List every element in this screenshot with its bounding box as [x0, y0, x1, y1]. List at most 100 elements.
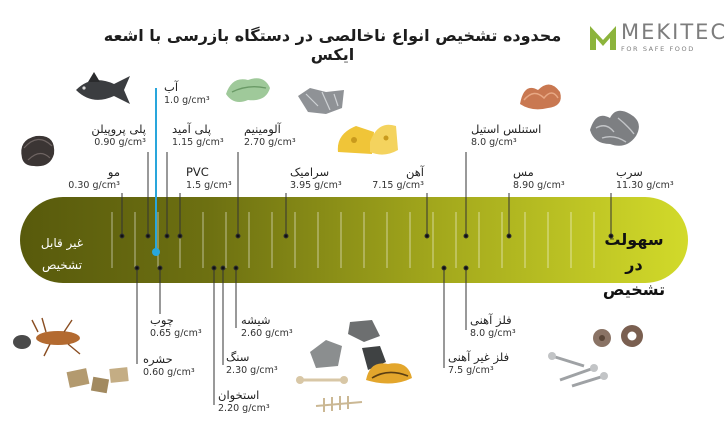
easy-detection-line-1: سهولت در [604, 230, 664, 274]
easy-detection-line-2: تشخیص [602, 280, 666, 299]
label-name: استنلس استیل [471, 122, 542, 136]
label-pvc: PVC 1.5 g/cm³ [186, 165, 242, 193]
label-name: آهن [405, 165, 424, 179]
label-density: 2.20 g/cm³ [218, 403, 270, 414]
label-density: 11.30 g/cm³ [616, 180, 674, 191]
marker-stainless [463, 233, 469, 239]
label-name: پلی پروپیلن [91, 122, 146, 136]
insects-icon [13, 317, 81, 357]
page-title: محدوده تشخیص انواع ناخالصی در دستگاه باز… [103, 26, 562, 64]
label-name: فلز آهنی [470, 313, 512, 327]
label-density: 8.0 g/cm³ [471, 137, 517, 148]
label-density: 8.0 g/cm³ [470, 328, 516, 339]
label-density: 0.30 g/cm³ [68, 180, 120, 191]
label-name: استخوان [218, 388, 260, 402]
cheese-icon [337, 124, 398, 155]
label-bone: استخوان 2.20 g/cm³ [218, 388, 278, 416]
marker-copper [506, 233, 512, 239]
undetectable-line-1: غیر قابل [40, 236, 84, 250]
marker-stone [220, 265, 226, 271]
label-name: سنگ [226, 350, 250, 364]
label-name: شیشه [241, 313, 271, 327]
label-density: 7.5 g/cm³ [448, 365, 494, 376]
label-name: فلز غیر آهنی [448, 350, 510, 364]
label-insect: حشره 0.60 g/cm³ [143, 352, 203, 380]
label-hair: مو 0.30 g/cm³ [60, 165, 120, 193]
marker-pvc [177, 233, 183, 239]
scale-grid-lines [111, 212, 595, 268]
label-aluminium: آلومینیم 2.70 g/cm³ [244, 122, 304, 150]
water-dot [152, 248, 160, 256]
lettuce-icon [226, 78, 270, 102]
label-ferrous-metal: فلز آهنی 8.0 g/cm³ [470, 313, 534, 341]
marker-wood [157, 265, 163, 271]
label-lead: سرب 11.30 g/cm³ [616, 165, 682, 193]
screws-icon [548, 352, 608, 388]
marker-polypropylene [145, 233, 151, 239]
label-ceramic: سرامیک 3.95 g/cm³ [290, 165, 354, 193]
label-iron: آهن 7.15 g/cm³ [364, 165, 424, 193]
label-name: آلومینیم [244, 122, 281, 136]
label-density: 0.90 g/cm³ [94, 137, 146, 148]
label-density: 2.30 g/cm³ [226, 365, 278, 376]
marker-hair [119, 233, 125, 239]
undetectable-line-2: تشخیص [41, 258, 83, 272]
easy-detection-label: سهولت در تشخیص [600, 227, 668, 302]
marker-nonferrous [441, 265, 447, 271]
marker-insect [134, 265, 140, 271]
label-stainless-steel: استنلس استیل 8.0 g/cm³ [471, 122, 551, 150]
water-marker [152, 88, 160, 256]
washer-icon [593, 325, 643, 347]
bone-icon [296, 376, 363, 412]
label-name: سرب [616, 165, 643, 179]
label-polyamide: پلی آمید 1.15 g/cm³ [172, 122, 234, 150]
wood-chips-icon [66, 367, 129, 394]
label-water: آب 1.0 g/cm³ [164, 80, 224, 108]
top-leaders [119, 152, 614, 239]
label-density: 2.70 g/cm³ [244, 137, 296, 148]
label-name: مو [107, 165, 120, 179]
label-name: PVC [186, 165, 209, 179]
label-stone: سنگ 2.30 g/cm³ [226, 350, 286, 378]
label-density: 1.15 g/cm³ [172, 137, 224, 148]
logo-mark-icon [590, 26, 616, 50]
bottom-leaders [134, 265, 469, 405]
label-density: 1.5 g/cm³ [186, 180, 232, 191]
label-name: حشره [143, 352, 173, 366]
marker-iron [424, 233, 430, 239]
marker-aluminium [235, 233, 241, 239]
marker-glass [233, 265, 239, 271]
label-name: پلی آمید [172, 122, 212, 136]
label-density: 3.95 g/cm³ [290, 180, 342, 191]
label-density: 7.15 g/cm³ [372, 180, 424, 191]
glass-stone-icon [310, 320, 386, 370]
marker-ceramic [283, 233, 289, 239]
hair-icon [21, 135, 55, 167]
copper-wire-icon [520, 84, 561, 110]
label-density: 1.0 g/cm³ [164, 95, 210, 106]
label-name: مس [513, 165, 534, 179]
label-density: 0.65 g/cm³ [150, 328, 202, 339]
label-glass: شیشه 2.60 g/cm³ [241, 313, 301, 341]
shell-icon [366, 363, 412, 384]
marker-lead [608, 233, 614, 239]
label-copper: مس 8.90 g/cm³ [513, 165, 573, 193]
mekitec-logo: MEKITEC FOR SAFE FOOD [588, 20, 725, 56]
label-name: سرامیک [290, 165, 330, 179]
label-name: آب [164, 80, 179, 94]
label-name: چوب [150, 313, 174, 327]
label-nonferrous-metal: فلز غیر آهنی 7.5 g/cm³ [448, 350, 524, 378]
label-density: 0.60 g/cm³ [143, 367, 195, 378]
label-density: 2.60 g/cm³ [241, 328, 293, 339]
fish-icon [76, 72, 130, 104]
marker-bone [211, 265, 217, 271]
marker-polyamide [164, 233, 170, 239]
label-wood: چوب 0.65 g/cm³ [150, 313, 210, 341]
label-density: 8.90 g/cm³ [513, 180, 565, 191]
foil-icon [298, 88, 344, 114]
marker-ferrous [463, 265, 469, 271]
logo-tagline: FOR SAFE FOOD [621, 45, 695, 53]
label-polypropylene: پلی پروپیلن 0.90 g/cm³ [66, 122, 146, 150]
